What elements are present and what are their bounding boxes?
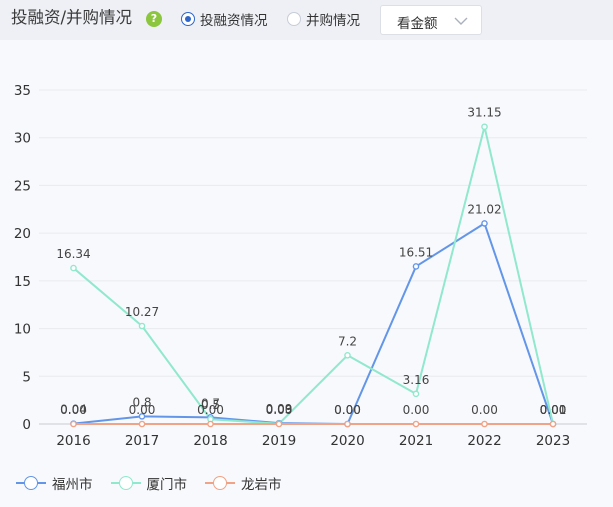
- y-tick-label: 30: [14, 131, 31, 147]
- data-label: 0.00: [540, 403, 567, 417]
- y-tick-label: 25: [14, 178, 31, 194]
- data-point[interactable]: [481, 420, 488, 428]
- data-point[interactable]: [344, 351, 351, 359]
- data-label: 7.2: [338, 334, 357, 348]
- radio-investment-label: 投融资情况: [200, 13, 268, 29]
- legend-item[interactable]: 福州市: [16, 473, 93, 493]
- data-point[interactable]: [481, 123, 488, 131]
- chart-lines: [72, 125, 554, 425]
- data-label: 16.34: [56, 247, 90, 261]
- metric-select-value: 看金额: [397, 16, 438, 32]
- legend-item[interactable]: 厦门市: [110, 473, 188, 493]
- data-point[interactable]: [138, 413, 146, 420]
- legend-item[interactable]: 龙岩市: [205, 473, 282, 493]
- x-tick-label: 2019: [262, 433, 296, 449]
- y-tick-label: 20: [14, 226, 31, 242]
- y-tick-label: 15: [14, 274, 31, 290]
- data-label: 0.00: [334, 403, 361, 417]
- data-label: 0.00: [266, 403, 293, 417]
- data-label: 21.02: [467, 202, 501, 216]
- chart-legend: 福州市 厦门市 龙岩市: [16, 473, 300, 493]
- data-label: 0.00: [60, 403, 87, 417]
- y-tick-label: 0: [22, 417, 31, 433]
- chevron-down-icon: [454, 17, 468, 25]
- series-line: [73, 222, 554, 425]
- y-tick-label: 5: [22, 369, 31, 385]
- x-tick-label: 2016: [56, 433, 90, 449]
- radio-checked-icon[interactable]: [181, 12, 195, 26]
- legend-label: 福州市: [52, 477, 93, 493]
- x-tick-label: 2022: [467, 433, 501, 449]
- legend-marker-icon: [16, 475, 46, 491]
- x-tick-label: 2018: [193, 433, 227, 449]
- data-point[interactable]: [275, 420, 283, 428]
- data-label: 0.5: [201, 398, 220, 412]
- metric-select[interactable]: 看金额: [380, 5, 482, 35]
- line-chart: 0 5 10 15 20 25 30 35 2016 2017 2018 2019 2020 2021 20…: [14, 83, 587, 449]
- data-label: 0.7: [201, 396, 220, 410]
- data-label: 0.00: [129, 403, 156, 417]
- header-bar: 投融资/并购情况 ? 投融资情况 并购情况 看金额: [0, 0, 613, 40]
- data-point[interactable]: [481, 220, 488, 227]
- legend-marker-icon: [205, 475, 235, 491]
- page-title: 投融资/并购情况: [11, 8, 133, 27]
- data-label: 10.27: [125, 305, 159, 319]
- data-label: 0.00: [540, 403, 567, 417]
- data-point[interactable]: [70, 264, 77, 272]
- data-point[interactable]: [412, 390, 420, 398]
- x-tick-label: 2023: [536, 433, 570, 449]
- data-label: 0.8: [132, 395, 151, 409]
- data-label: 31.15: [467, 106, 501, 120]
- radio-investment[interactable]: 投融资情况: [181, 10, 268, 29]
- data-label: 0.00: [334, 403, 361, 417]
- chart-points: [70, 123, 557, 428]
- chart-data-labels: 0.040.8 0.7 0.09 0.0016.5121.020.0016.3410.…: [56, 106, 566, 417]
- data-point[interactable]: [412, 420, 420, 428]
- data-label: 0.03: [266, 403, 293, 417]
- data-label: 0.00: [471, 403, 498, 417]
- data-point[interactable]: [138, 322, 146, 330]
- data-point[interactable]: [138, 420, 146, 428]
- data-point[interactable]: [70, 420, 77, 428]
- data-point[interactable]: [549, 420, 557, 428]
- data-label: 0.01: [540, 403, 567, 417]
- series-line: [72, 125, 554, 425]
- data-label: 16.51: [399, 245, 433, 259]
- data-point[interactable]: [207, 420, 214, 428]
- x-tick-label: 2017: [125, 433, 159, 449]
- data-label: 0.00: [403, 403, 430, 417]
- radio-merger[interactable]: 并购情况: [287, 10, 360, 29]
- radio-merger-label: 并购情况: [306, 13, 360, 29]
- x-tick-label: 2021: [399, 433, 433, 449]
- legend-label: 龙岩市: [241, 477, 282, 493]
- y-tick-label: 35: [14, 83, 31, 99]
- data-label: 3.16: [403, 373, 430, 387]
- data-point[interactable]: [344, 420, 351, 428]
- y-tick-label: 10: [14, 322, 31, 338]
- legend-label: 厦门市: [146, 477, 188, 493]
- data-point[interactable]: [412, 263, 420, 270]
- data-label: 0.09: [266, 402, 293, 416]
- chart-grid: 0 5 10 15 20 25 30 35 2016 2017 2018 2019 2020 2021 20…: [14, 83, 587, 449]
- radio-unchecked-icon[interactable]: [287, 12, 301, 26]
- question-circle-icon[interactable]: ?: [146, 11, 162, 27]
- legend-marker-icon: [110, 475, 141, 491]
- data-label: 0.04: [60, 403, 87, 417]
- x-tick-label: 2020: [330, 433, 364, 449]
- data-label: 0.00: [197, 403, 224, 417]
